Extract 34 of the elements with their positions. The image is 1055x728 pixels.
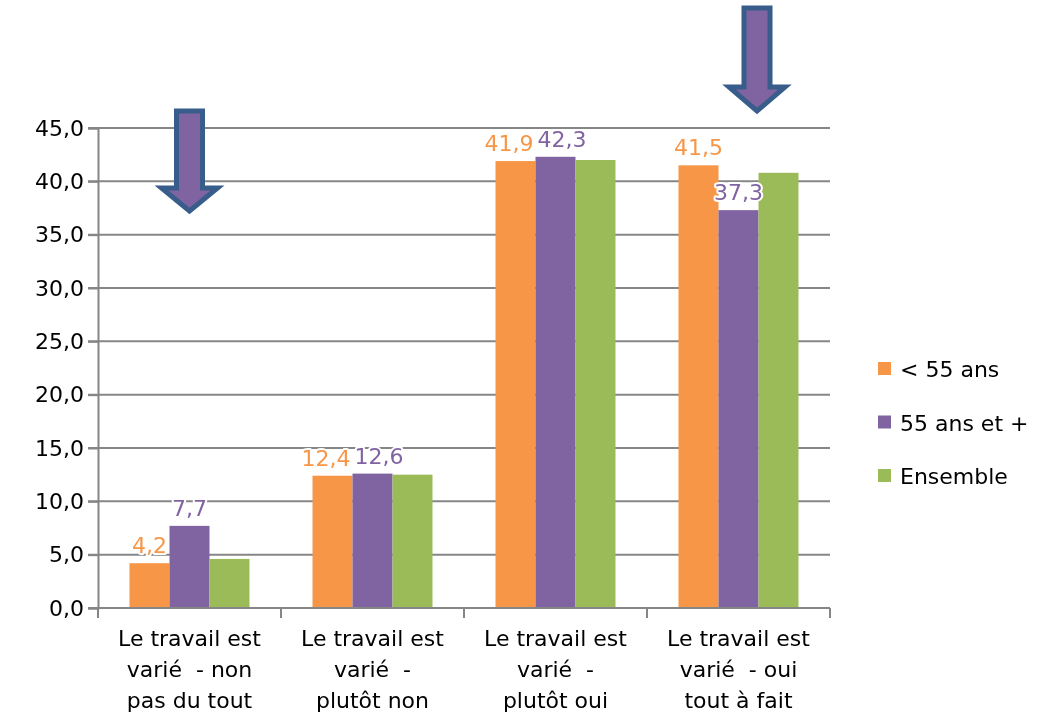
data-label: 12,4 bbox=[301, 445, 351, 471]
y-tick-label: 20,0 bbox=[35, 382, 84, 408]
bar bbox=[312, 475, 353, 608]
legend-label: Ensemble bbox=[900, 464, 1008, 489]
y-tick-label: 15,0 bbox=[35, 435, 84, 461]
data-label: 42,3 bbox=[537, 126, 587, 152]
legend-label: < 55 ans bbox=[900, 357, 1000, 382]
x-tick-label: Le travail est varié - non pas du tout bbox=[118, 626, 262, 713]
x-tick-label: Le travail est varié - plutôt oui bbox=[484, 626, 628, 713]
bar bbox=[209, 558, 250, 608]
bar bbox=[718, 210, 759, 608]
data-label: 41,5 bbox=[674, 135, 723, 161]
data-label: 41,9 bbox=[484, 131, 534, 157]
x-tick-label: Le travail est varié - plutôt non bbox=[301, 626, 445, 713]
bar bbox=[352, 473, 393, 608]
bar bbox=[535, 156, 576, 608]
data-label: 7,7 bbox=[172, 495, 207, 521]
y-tick-label: 40,0 bbox=[35, 168, 84, 194]
y-tick-label: 0,0 bbox=[49, 595, 84, 621]
bar bbox=[495, 161, 536, 608]
bar bbox=[392, 474, 433, 608]
bar bbox=[575, 160, 616, 608]
y-tick-label: 25,0 bbox=[35, 328, 84, 354]
y-tick-label: 30,0 bbox=[35, 275, 84, 301]
bar bbox=[169, 525, 210, 608]
y-tick-label: 10,0 bbox=[35, 488, 84, 514]
y-tick-label: 5,0 bbox=[49, 542, 84, 568]
bar bbox=[129, 563, 170, 608]
y-tick-label: 45,0 bbox=[35, 115, 84, 141]
legend-label: 55 ans et + bbox=[900, 410, 1029, 436]
data-label: 4,2 bbox=[132, 533, 167, 559]
y-tick-label: 35,0 bbox=[35, 222, 84, 248]
data-label: 12,6 bbox=[354, 443, 404, 469]
x-tick-label: Le travail est varié - oui tout à fait bbox=[667, 626, 811, 713]
